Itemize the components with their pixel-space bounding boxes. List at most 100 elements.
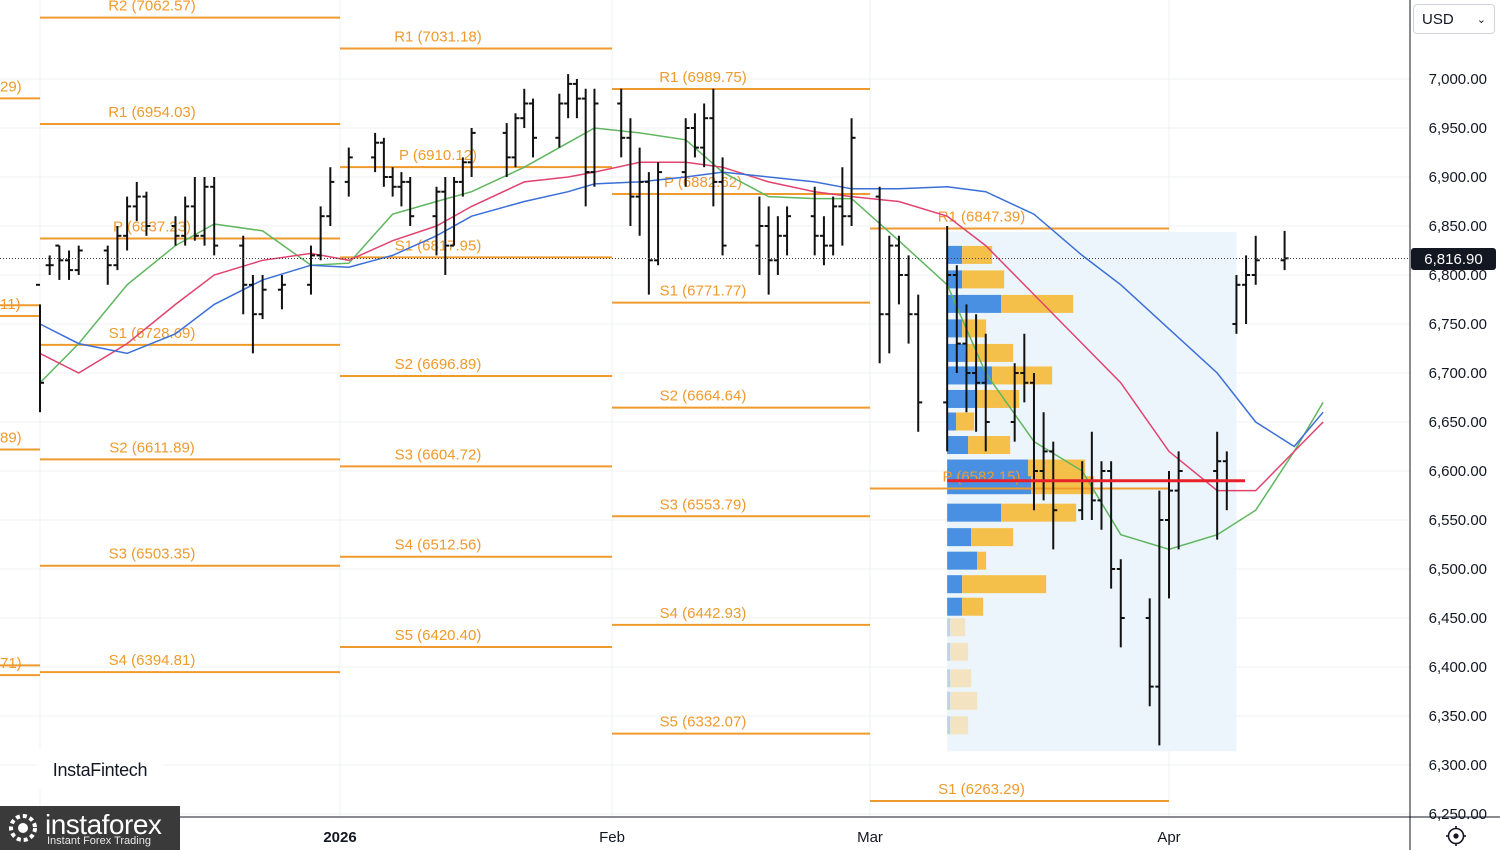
- ohlc-bar: [45, 255, 54, 275]
- volume-bar-up: [947, 597, 963, 616]
- ohlc-bar: [306, 245, 315, 295]
- ohlc-bar: [1020, 333, 1029, 403]
- ohlc-bar: [511, 113, 520, 168]
- price-tick-label: 6,300.00: [1429, 757, 1487, 774]
- ohlc-bar: [432, 186, 441, 256]
- pivot-label-s1: S1 (6817.95): [395, 237, 482, 254]
- ohlc-bars: [36, 74, 1289, 746]
- instaforex-logo: instaforex Instant Forex Trading: [0, 806, 180, 850]
- gear-logo-icon: [9, 814, 37, 842]
- volume-bar-up: [947, 270, 963, 289]
- ohlc-bar: [1213, 431, 1222, 540]
- volume-bar-up: [947, 528, 972, 547]
- price-tick-label: 6,450.00: [1429, 610, 1487, 627]
- ohlc-bar: [520, 88, 529, 128]
- ohlc-bar: [764, 206, 773, 295]
- pivot-label-s2: 89): [0, 430, 22, 447]
- ohlc-bar: [1232, 275, 1241, 334]
- ohlc-bar: [555, 93, 564, 148]
- pivot-label-s3: S3 (6553.79): [660, 496, 747, 513]
- time-tick-label: Apr: [1157, 829, 1180, 846]
- pivot-label-r1: R1 (6954.03): [108, 104, 196, 121]
- pivot-label-r1: R1 (6989.75): [659, 69, 747, 86]
- ohlc-bar: [344, 147, 353, 197]
- ohlc-bar: [210, 177, 219, 256]
- ohlc-bar: [326, 167, 335, 226]
- ohlc-bar: [1107, 461, 1116, 589]
- ohlc-bar: [875, 186, 884, 364]
- pivot-label-s1: 11): [0, 296, 21, 313]
- ohlc-bar: [132, 181, 141, 222]
- ohlc-bar: [654, 162, 663, 266]
- volume-bar-up: [947, 669, 951, 688]
- logo-tagline: Instant Forex Trading: [47, 835, 151, 847]
- price-tick-label: 6,550.00: [1429, 512, 1487, 529]
- volume-bar-up: [947, 503, 1002, 522]
- ohlc-bar: [981, 333, 990, 452]
- pivot-label-r2: R2 (7062.57): [108, 0, 196, 15]
- volume-bar-down: [962, 270, 1005, 289]
- pivot-label-s1: S1 (6263.29): [938, 781, 1025, 798]
- ohlc-bar: [502, 123, 511, 177]
- pivot-label-p: P (6910.12): [399, 147, 477, 164]
- ohlc-bar: [190, 177, 199, 241]
- last-price-label: 6,816.90: [1411, 248, 1496, 270]
- volume-bar-up: [947, 319, 963, 338]
- price-tick-label: 6,650.00: [1429, 414, 1487, 431]
- ohlc-bar: [962, 304, 971, 413]
- ohlc-bar: [1155, 490, 1164, 746]
- currency-select[interactable]: USD ⌄: [1413, 4, 1495, 34]
- ohlc-bar: [239, 235, 248, 315]
- ohlc-bar: [590, 88, 599, 187]
- ohlc-bar: [690, 113, 699, 158]
- pivot-label-p: P (6582.15): [942, 468, 1020, 485]
- pivot-levels: 29) 11) 89) 71) R2 (7062.57) R1 (6954.03) P (6…: [0, 0, 1169, 802]
- ohlc-bar: [316, 206, 325, 261]
- price-tick-label: 6,250.00: [1429, 806, 1487, 823]
- pivot-label-s2: S2 (6664.64): [660, 388, 747, 405]
- ohlc-bar: [847, 118, 856, 226]
- ohlc-bar: [1145, 598, 1154, 707]
- ohlc-bar: [1251, 235, 1260, 285]
- pivot-label-r1: R1 (6847.39): [938, 209, 1026, 226]
- ohlc-bar: [1116, 559, 1125, 648]
- ohlc-bar: [755, 196, 764, 275]
- volume-bar-down: [950, 716, 969, 735]
- pivot-label-s2: S2 (6696.89): [395, 356, 482, 373]
- volume-bar-down: [1031, 476, 1095, 495]
- ohlc-bar: [181, 196, 190, 246]
- pivot-label-s1: S1 (6771.77): [660, 283, 747, 300]
- pivot-label-s2: S2 (6611.89): [109, 439, 195, 456]
- volume-bar-up: [947, 575, 963, 594]
- ohlc-bar: [635, 147, 644, 236]
- pivot-label-r1: 29): [0, 78, 22, 95]
- ohlc-bar: [914, 294, 923, 432]
- pivot-label-s5: S5 (6420.40): [395, 627, 482, 644]
- volume-bar-down: [965, 343, 1014, 362]
- volume-bar-up: [947, 412, 957, 431]
- pivot-label-s5: S5 (6332.07): [660, 714, 747, 731]
- ohlc-bar: [113, 226, 122, 271]
- brand-label: InstaFintech: [37, 750, 163, 790]
- price-tick-label: 6,950.00: [1429, 120, 1487, 137]
- pivot-label-s4: 71): [0, 655, 22, 672]
- ohlc-bar: [709, 88, 718, 207]
- volume-bar-down: [956, 412, 975, 431]
- ohlc-bar: [171, 216, 180, 246]
- ohlc-bar: [904, 255, 913, 344]
- ohlc-bar: [644, 172, 653, 295]
- volume-bar-down: [977, 551, 987, 570]
- settings-button[interactable]: [1443, 823, 1469, 849]
- pivot-label-s1: S1 (6728.69): [109, 325, 196, 342]
- ohlc-bar: [810, 186, 819, 256]
- volume-bar-down: [962, 597, 984, 616]
- volume-bar-down: [950, 618, 966, 637]
- ohlc-bar: [1039, 412, 1048, 501]
- ohlc-bar: [450, 177, 459, 247]
- volume-profile: [947, 231, 1237, 752]
- volume-bar-down: [1028, 459, 1086, 478]
- ohlc-bar: [617, 88, 626, 158]
- ohlc-bar: [626, 118, 635, 226]
